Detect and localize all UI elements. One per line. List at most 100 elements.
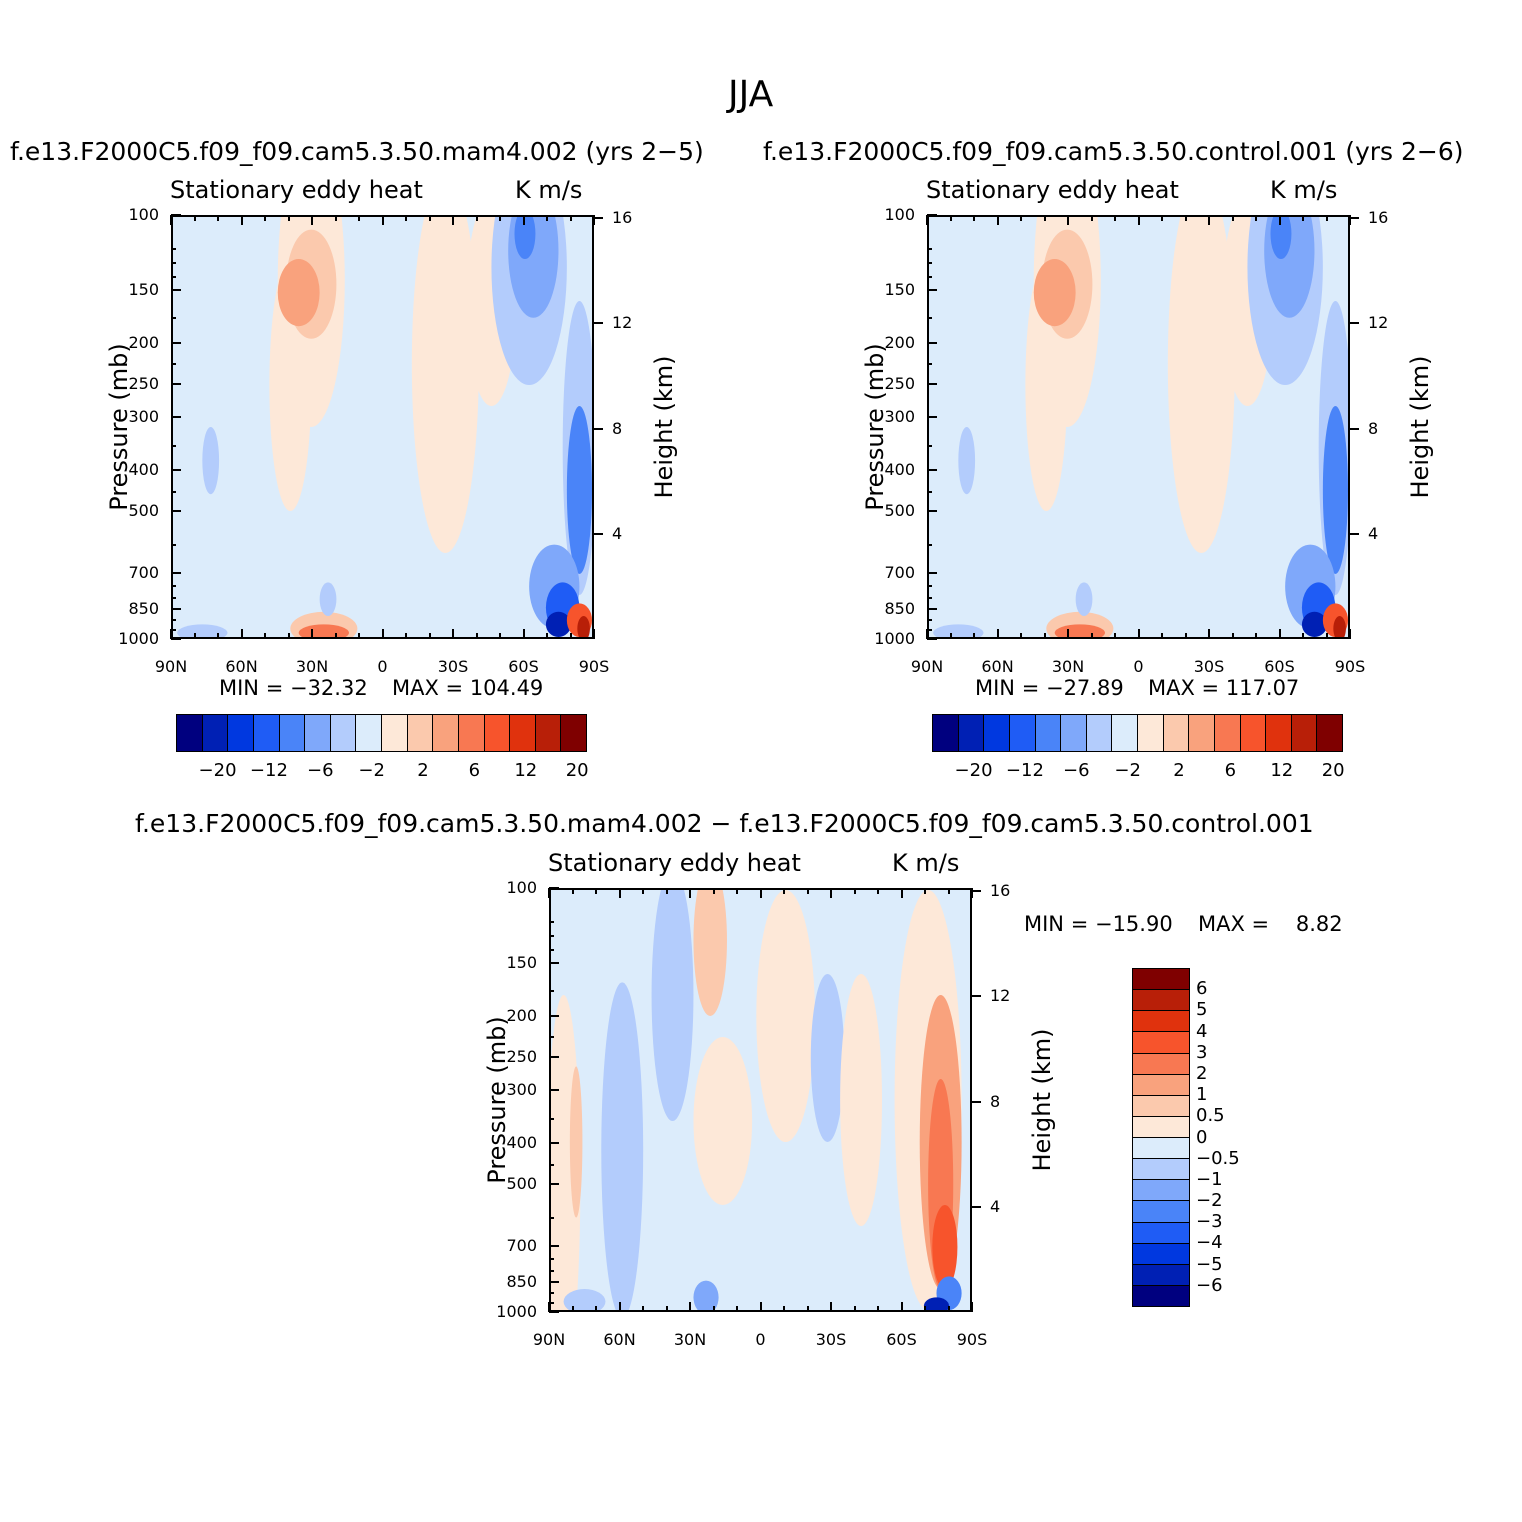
panel-3-colorbar-label: −1 (1196, 1168, 1223, 1190)
panel-3-minor-xtick-top (571, 888, 574, 894)
panel-1-plot (171, 215, 594, 639)
panel-1-ytick (171, 341, 181, 344)
colorbar-swatch (1163, 715, 1190, 751)
p2-contour-region (1167, 217, 1235, 553)
panel-3-minor-ytick (549, 948, 554, 951)
panel-3-minor-ytick (549, 935, 554, 938)
panel-2-minor-xtick (1043, 633, 1046, 639)
panel-3-xtick-label: 90S (956, 1330, 988, 1349)
p1-contour-region (577, 616, 590, 637)
panel-1-minor-xtick-top (358, 215, 360, 221)
panel-2-xtick-top (1278, 215, 1281, 225)
colorbar-swatch (177, 715, 203, 751)
panel-1-ytick-label: 400 (128, 460, 159, 480)
colorbar-swatch (1133, 990, 1189, 1012)
panel-1-ytick-label: 300 (128, 407, 159, 427)
panel-3-colorbar-label: −2 (1196, 1190, 1223, 1212)
panel-3-minor-xtick (736, 1306, 738, 1312)
panel-3-xtick-label: 90N (532, 1330, 566, 1349)
panel-3-minor-ytick (549, 990, 554, 993)
panel-2-minor-xtick-top (1184, 215, 1187, 221)
p1-field (177, 217, 592, 637)
panel-2-ytick (927, 572, 937, 575)
panel-1-xtick-label: 0 (377, 657, 388, 676)
panel-2-minor-xtick (1020, 633, 1022, 639)
panel-2-colorbar-label: 2 (1173, 760, 1185, 781)
panel-3-htick (971, 890, 981, 893)
colorbar-swatch (1133, 1222, 1189, 1244)
panel-2-xtick (1137, 629, 1140, 639)
panel-1-htick (593, 322, 603, 325)
panel-3-ytick (549, 1245, 559, 1248)
panel-2-minor-ytick (927, 596, 932, 599)
p3-contour-region (563, 1289, 606, 1310)
panel-2-minor-xtick-top (1231, 215, 1234, 221)
colorbar-swatch (356, 715, 382, 751)
colorbar-swatch (1133, 1032, 1189, 1054)
panel-3-htick (971, 1205, 981, 1208)
colorbar-swatch (279, 715, 306, 751)
panel-1-xtick-top (452, 215, 454, 225)
panel-1-colorbar-label: 6 (468, 760, 481, 781)
panel-1-xtick (240, 629, 243, 639)
panel-3-ytick-label: 150 (506, 952, 537, 972)
colorbar-swatch (1138, 715, 1164, 751)
colorbar-swatch (1133, 1264, 1189, 1286)
panel-1-minor-xtick-top (287, 215, 290, 221)
panel-3-minor-xtick-top (665, 888, 668, 894)
panel-1-minor-xtick (499, 633, 501, 639)
panel-2-minor-ytick (927, 543, 932, 546)
panel-3-colorbar-label: 3 (1196, 1041, 1208, 1063)
colorbar-swatch (1133, 1116, 1189, 1138)
colorbar-swatch (1035, 715, 1062, 751)
panel-3-xtick (830, 1302, 832, 1312)
p2-contour-region (1322, 406, 1348, 574)
panel-3-minor-ytick (549, 1216, 554, 1219)
panel-1-ytick (171, 214, 181, 216)
panel-3-htick-label: 8 (990, 1091, 1001, 1111)
panel-3-minor-xtick-top (736, 888, 738, 894)
p1-contour-region (277, 259, 320, 327)
colorbar-swatch (1133, 1095, 1189, 1117)
panel-3-ytick (549, 1311, 559, 1313)
panel-3-colorbar-label: −3 (1196, 1211, 1223, 1233)
panel-2-ytick (927, 288, 937, 291)
panel-1-minor-ytick (171, 585, 176, 588)
panel-1-colorbar-label: 12 (514, 760, 538, 781)
panel-3-ytick-label: 500 (506, 1174, 537, 1194)
panel-1-ytick (171, 382, 181, 385)
panel-1-minor-xtick (193, 633, 196, 639)
panel-3-xtick-label: 0 (755, 1330, 766, 1349)
colorbar-swatch (1189, 715, 1215, 751)
panel-2-ytick-label: 850 (884, 599, 915, 619)
colorbar-swatch (1133, 1285, 1189, 1306)
figure-title: JJA (728, 74, 774, 115)
panel-1-colorbar-label: −2 (358, 760, 385, 781)
panel-1-colorbar-label: 2 (417, 760, 429, 781)
panel-2-xtick (1278, 629, 1281, 639)
panel-1-minor-xtick-top (569, 215, 572, 221)
colorbar-swatch (1086, 715, 1113, 751)
panel-2-xtick-label: 30N (1051, 657, 1085, 676)
panel-1-minor-xtick (264, 633, 266, 639)
panel-3-ytick (549, 887, 559, 889)
panel-1-htick-label: 8 (612, 418, 623, 438)
panel-3-minor-xtick-top (947, 888, 950, 894)
p3-contour-region (651, 890, 694, 1121)
panel-1-minor-ytick (171, 618, 176, 621)
panel-1-htick (593, 217, 603, 220)
panel-3-ytick (549, 1281, 559, 1284)
panel-1-minor-xtick-top (475, 215, 478, 221)
panel-3-minor-xtick (853, 1306, 856, 1312)
panel-2-xtick (926, 629, 928, 639)
panel-1-minor-ytick (171, 596, 176, 599)
panel-2-minor-ytick (927, 444, 932, 447)
panel-3-xtick-label: 60N (603, 1330, 636, 1349)
panel-3-right-label: K m/s (892, 849, 960, 877)
panel-3-xtick (971, 1302, 973, 1312)
panel-3-ytick (549, 1089, 559, 1092)
panel-2-minor-ytick (927, 262, 932, 265)
panel-1-minor-xtick-top (264, 215, 266, 221)
panel-1-minor-xtick (217, 633, 219, 639)
panel-2-xtick-top (1067, 215, 1069, 225)
